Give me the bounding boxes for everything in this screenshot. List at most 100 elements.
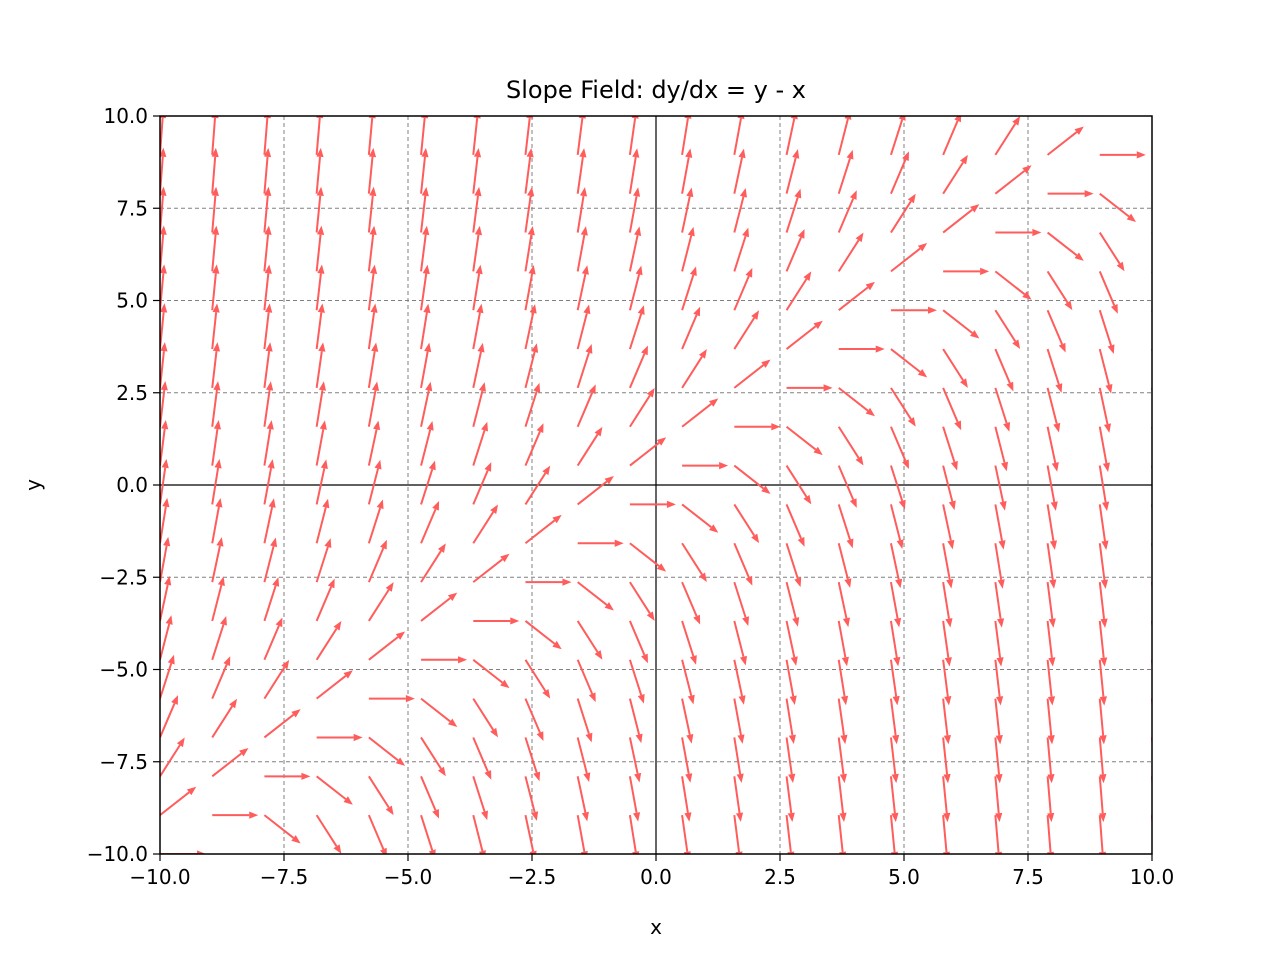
slope-arrow: [472, 225, 483, 272]
slope-arrow: [472, 462, 492, 505]
slope-arrow: [994, 348, 1014, 392]
slope-arrow: [942, 154, 968, 195]
slope-arrow: [211, 576, 225, 622]
slope-arrow: [211, 186, 219, 233]
slope-arrow: [785, 581, 800, 627]
slope-arrow: [994, 698, 1003, 745]
slope-arrow: [524, 423, 544, 466]
slope-arrow: [211, 342, 221, 388]
slope-arrow: [472, 342, 485, 389]
slope-arrow: [211, 537, 224, 583]
slope-arrow: [368, 736, 406, 766]
slope-arrow: [211, 225, 220, 272]
slope-arrow: [942, 387, 962, 431]
slope-arrow: [889, 776, 899, 823]
slope-arrow: [733, 581, 749, 626]
slope-arrow: [420, 500, 440, 544]
slope-arrow: [942, 698, 951, 745]
slope-arrow: [733, 148, 746, 194]
slope-arrow: [1046, 737, 1055, 784]
slope-arrow: [837, 659, 849, 706]
slope-arrow: [629, 500, 676, 509]
slope-arrow: [524, 776, 539, 821]
slope-arrow: [576, 148, 587, 194]
slope-arrow: [733, 359, 771, 389]
slope-arrow: [524, 343, 539, 389]
slope-arrow: [838, 387, 875, 417]
slope-arrow: [889, 659, 900, 706]
slope-arrow: [889, 504, 904, 549]
slope-arrow: [837, 504, 854, 549]
slope-arrow: [994, 581, 1005, 628]
slope-arrow: [994, 116, 1021, 156]
slope-arrow: [577, 539, 624, 547]
slope-arrow: [785, 542, 802, 588]
slope-arrow: [837, 232, 864, 272]
slope-arrow: [472, 303, 484, 350]
slope-arrow: [212, 811, 259, 819]
slope-arrow: [942, 426, 958, 471]
x-axis-label: x: [650, 915, 662, 939]
slope-arrow: [733, 542, 753, 586]
slope-arrow: [577, 581, 614, 611]
slope-arrow: [1098, 231, 1125, 272]
slope-arrow: [576, 620, 603, 660]
slope-arrow: [682, 461, 729, 470]
slope-arrow: [367, 264, 378, 311]
slope-arrow: [263, 342, 273, 389]
slope-arrow: [1098, 270, 1118, 314]
slope-arrow: [1098, 620, 1108, 667]
slope-arrow: [1046, 504, 1057, 550]
slope-arrow: [1098, 465, 1110, 512]
slope-arrow: [211, 656, 231, 700]
slope-arrow: [681, 698, 694, 744]
slope-arrow: [785, 465, 812, 505]
slope-arrow: [889, 737, 899, 784]
slope-arrow: [160, 497, 170, 544]
slope-arrow: [367, 186, 377, 233]
slope-arrow: [994, 270, 1032, 300]
slope-arrow: [1046, 465, 1058, 511]
slope-arrow: [628, 737, 642, 783]
slope-arrow: [1046, 270, 1073, 311]
slope-arrow: [837, 737, 847, 784]
slope-arrow: [315, 225, 325, 272]
slope-arrow: [421, 656, 468, 664]
slope-arrow: [733, 776, 744, 822]
slope-arrow: [889, 581, 902, 628]
slope-arrow: [942, 776, 951, 823]
slope-arrow: [994, 426, 1009, 472]
slope-arrow: [472, 814, 486, 854]
slope-arrow: [890, 426, 909, 470]
slope-arrow: [367, 147, 377, 194]
slope-arrow: [628, 265, 643, 311]
slope-arrow: [160, 536, 171, 583]
slope-arrow: [1046, 581, 1056, 628]
slope-arrow: [472, 382, 486, 427]
slope-arrow: [890, 348, 928, 378]
slope-arrow: [1099, 151, 1146, 159]
slope-arrow: [472, 264, 483, 311]
slope-arrow: [315, 303, 325, 350]
slope-arrow: [681, 659, 695, 705]
slope-arrow: [263, 186, 272, 233]
slope-arrow: [263, 147, 272, 194]
slope-arrow: [1098, 504, 1109, 550]
slope-arrow: [629, 387, 655, 428]
slope-arrow: [681, 776, 692, 822]
slope-arrow: [367, 381, 380, 427]
slope-arrow: [576, 187, 588, 233]
slope-arrow: [315, 342, 326, 389]
slope-arrow: [160, 419, 169, 466]
slope-arrow: [211, 303, 220, 350]
slope-arrow: [1046, 309, 1066, 353]
chart-title: Slope Field: dy/dx = y - x: [506, 76, 806, 104]
slope-arrow: [577, 476, 614, 506]
slope-arrow: [785, 504, 805, 547]
slope-arrow: [942, 659, 952, 706]
slope-arrow: [1098, 698, 1107, 745]
y-tick-label: 0.0: [116, 473, 148, 497]
slope-arrow: [263, 537, 278, 583]
slope-arrow: [472, 698, 499, 738]
y-tick-label: −7.5: [99, 750, 148, 774]
